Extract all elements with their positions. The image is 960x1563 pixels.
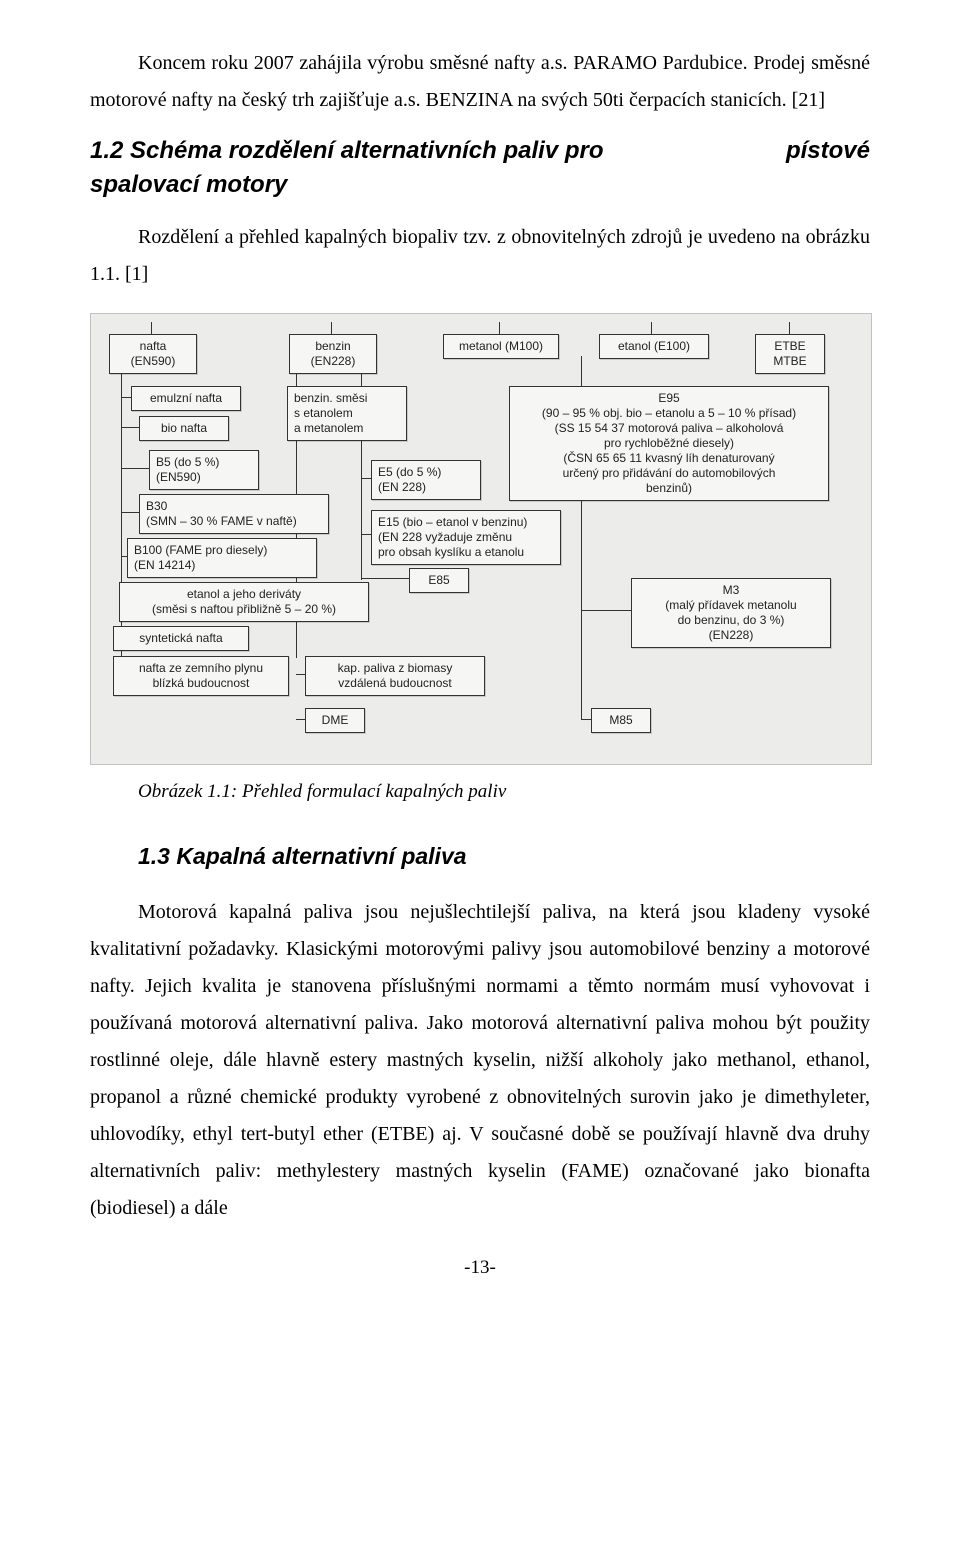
fuel-diagram: nafta(EN590) benzin(EN228) metanol (M100) e… [90, 313, 872, 765]
figure-caption: Obrázek 1.1: Přehled formulací kapalných… [138, 781, 870, 803]
node-b100: B100 (FAME pro diesely)(EN 14214) [127, 538, 317, 578]
connector-line [361, 578, 409, 579]
node-synt: syntetická nafta [113, 626, 249, 651]
node-etanol: etanol (E100) [599, 334, 709, 359]
node-e95: E95(90 – 95 % obj. bio – etanolu a 5 – 1… [509, 386, 829, 501]
node-metanol: metanol (M100) [443, 334, 559, 359]
connector-line [121, 427, 139, 428]
connector-line [331, 322, 332, 334]
connector-line [361, 478, 371, 479]
node-etbe: ETBEMTBE [755, 334, 825, 374]
connector-line [121, 468, 149, 469]
node-emulzni: emulzní nafta [131, 386, 241, 411]
heading-1-3: 1.3 Kapalná alternativní paliva [138, 843, 870, 870]
connector-line [581, 610, 631, 611]
heading-1-2-right: pístové [786, 137, 870, 165]
node-plyn: nafta ze zemního plynublízká budoucnost [113, 656, 289, 696]
connector-line [651, 322, 652, 334]
heading-1-2-left: 1.2 Schéma rozdělení alternativních pali… [90, 137, 604, 165]
heading-1-2-cont: spalovací motory [90, 171, 870, 199]
node-b5: B5 (do 5 %)(EN590) [149, 450, 259, 490]
heading-1-2: 1.2 Schéma rozdělení alternativních pali… [90, 137, 870, 165]
node-m85: M85 [591, 708, 651, 733]
connector-line [499, 322, 500, 334]
node-dme: DME [305, 708, 365, 733]
paragraph-2: Rozdělení a přehled kapalných biopaliv t… [90, 219, 870, 293]
paragraph-intro: Koncem roku 2007 zahájila výrobu směsné … [90, 45, 870, 119]
node-e85: E85 [409, 568, 469, 593]
connector-line [361, 534, 371, 535]
connector-line [296, 674, 305, 675]
node-bio: kap. paliva z biomasyvzdálená budoucnost [305, 656, 485, 696]
node-b30: B30(SMN – 30 % FAME v naftě) [139, 494, 329, 534]
node-e5: E5 (do 5 %)(EN 228) [371, 460, 481, 500]
connector-line [151, 322, 152, 334]
node-e15: E15 (bio – etanol v benzinu)(EN 228 vyža… [371, 510, 561, 565]
connector-line [296, 719, 305, 720]
node-etderiv: etanol a jeho deriváty(směsi s naftou př… [119, 582, 369, 622]
connector-line [121, 512, 139, 513]
connector-line [121, 397, 131, 398]
paragraph-3: Motorová kapalná paliva jsou nejušlechti… [90, 894, 870, 1227]
connector-line [581, 719, 591, 720]
paragraph-intro-text: Koncem roku 2007 zahájila výrobu směsné … [90, 52, 870, 111]
connector-line [789, 322, 790, 334]
node-bsmesi: benzin. směsis etanolema metanolem [287, 386, 407, 441]
page-number: -13- [90, 1257, 870, 1279]
node-bionafta: bio nafta [139, 416, 229, 441]
node-nafta: nafta(EN590) [109, 334, 197, 374]
node-benzin: benzin(EN228) [289, 334, 377, 374]
node-m3: M3(malý přídavek metanoludo benzinu, do … [631, 578, 831, 648]
